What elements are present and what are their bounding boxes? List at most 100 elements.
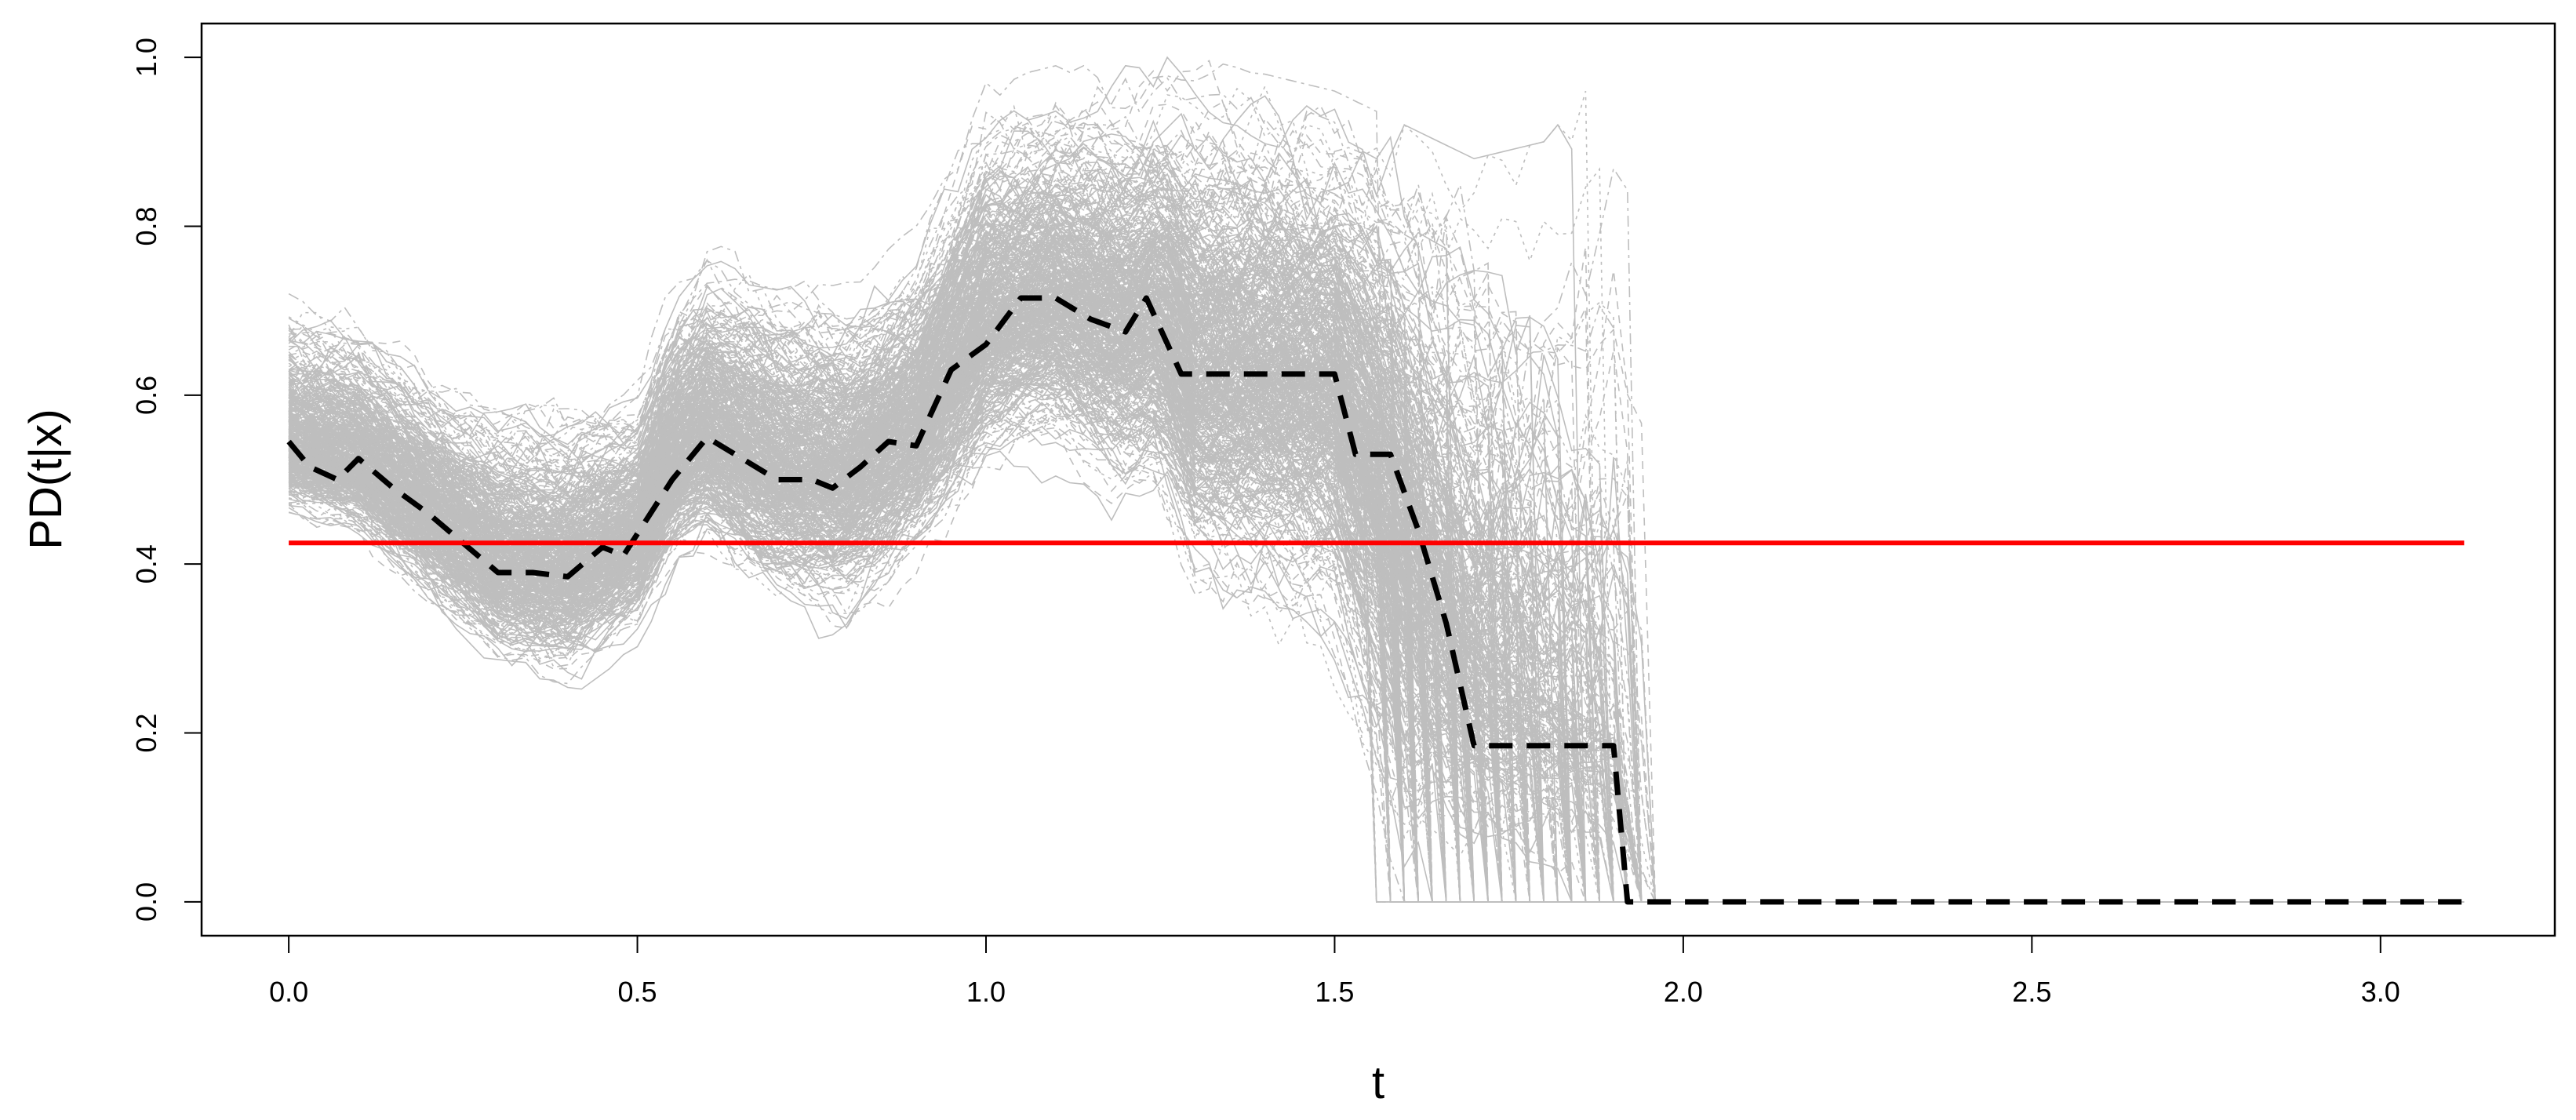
simulated-curve — [288, 342, 2465, 903]
simulated-curve — [288, 303, 2465, 903]
simulated-curve — [289, 122, 2465, 903]
simulated-curve — [288, 388, 2465, 903]
simulated-curve — [288, 228, 2465, 903]
simulated-curve — [288, 143, 2465, 903]
simulated-curve — [288, 404, 2465, 903]
simulated-curve — [288, 227, 2465, 903]
simulated-curve — [288, 60, 2465, 903]
simulated-curve — [288, 87, 2465, 903]
simulated-curve — [288, 188, 2465, 903]
simulated-curve — [288, 337, 2465, 903]
simulated-curve — [288, 294, 2465, 903]
simulated-curve — [288, 226, 2465, 903]
simulated-curve — [289, 337, 2465, 903]
simulated-curve — [288, 339, 2465, 903]
simulated-curve — [288, 100, 2465, 903]
simulated-curve — [288, 100, 2465, 903]
simulated-curve — [288, 169, 2465, 903]
y-tick-label: 0.4 — [130, 544, 162, 584]
y-tick-label: 0.2 — [130, 714, 162, 753]
simulated-curve — [288, 381, 2465, 903]
simulated-curve — [289, 216, 2465, 903]
x-axis-title: t — [1372, 1057, 1384, 1108]
x-tick-label: 1.5 — [1315, 976, 1354, 1008]
simulated-curve — [288, 318, 2465, 903]
x-tick-label: 2.5 — [2012, 976, 2051, 1008]
x-axis: 0.0 0.5 1.0 1.5 2.0 2.5 3.0 — [269, 935, 2400, 1008]
simulated-curve — [288, 267, 2465, 903]
simulated-curve — [288, 224, 2465, 903]
simulated-curve — [288, 368, 2465, 903]
simulated-curve — [289, 157, 2465, 903]
simulated-curve — [288, 278, 2465, 903]
simulated-curve — [288, 63, 2465, 903]
simulated-curve — [288, 278, 2465, 903]
x-tick-label: 3.0 — [2361, 976, 2400, 1008]
x-tick-label: 0.5 — [618, 976, 657, 1008]
x-tick-label: 2.0 — [1664, 976, 1703, 1008]
simulated-curve — [288, 356, 2465, 903]
simulated-curve — [288, 379, 2465, 903]
simulated-curve — [288, 323, 2465, 903]
simulated-curve — [288, 450, 2465, 903]
simulated-curve — [288, 285, 2465, 903]
mean-curve-dashed — [286, 295, 2465, 905]
simulated-curve — [288, 240, 2465, 903]
simulated-curve — [289, 279, 2465, 903]
simulated-curve — [288, 242, 2465, 903]
simulated-curve — [288, 373, 2465, 903]
simulated-curve — [288, 244, 2465, 903]
simulated-curve — [289, 110, 2465, 903]
simulated-curve — [288, 315, 2465, 903]
y-tick-label: 0.8 — [130, 206, 162, 245]
simulated-curve — [288, 234, 2465, 903]
y-tick-label: 0.6 — [130, 376, 162, 415]
x-tick-label: 0.0 — [269, 976, 308, 1008]
y-axis-title: PD(t|x) — [20, 409, 71, 549]
simulated-curve — [288, 214, 2465, 903]
simulated-curve — [289, 314, 2465, 903]
simulated-curve — [288, 265, 2465, 903]
y-tick-label: 1.0 — [130, 38, 162, 77]
y-tick-label: 0.0 — [130, 882, 162, 922]
simulated-curve — [289, 267, 2465, 903]
simulated-curve — [288, 149, 2465, 903]
simulated-curve — [288, 56, 2465, 903]
series-lines — [286, 295, 2465, 905]
simulated-curve — [288, 358, 2465, 903]
simulated-curve — [288, 329, 2465, 903]
simulated-curve — [288, 215, 2465, 903]
simulated-curve — [288, 237, 2465, 903]
simulated-curve — [288, 114, 2465, 903]
simulated-curve — [288, 160, 2465, 903]
simulated-curve — [288, 354, 2465, 903]
simulated-curve — [288, 139, 2465, 903]
simulated-curve — [288, 365, 2465, 903]
simulated-curve — [288, 381, 2465, 903]
simulated-curve — [288, 273, 2465, 903]
simulated-curve — [288, 120, 2465, 903]
simulated-curve — [288, 371, 2465, 903]
simulated-curve — [288, 223, 2465, 903]
simulated-curve — [288, 239, 2465, 903]
simulated-curve — [288, 256, 2465, 903]
simulated-curve — [289, 161, 2465, 903]
simulated-curve — [288, 293, 2465, 903]
simulated-curve — [288, 318, 2465, 903]
simulated-curve — [288, 366, 2465, 903]
simulated-curve — [289, 284, 2465, 903]
simulated-curve — [288, 187, 2465, 903]
simulated-curve — [289, 175, 2465, 903]
simulated-curve — [288, 205, 2465, 903]
simulated-curve — [288, 320, 2465, 903]
simulated-curve — [288, 373, 2465, 903]
simulated-curve — [288, 173, 2465, 903]
simulated-curve — [288, 196, 2465, 903]
simulated-curve — [288, 138, 2465, 903]
simulated-curve — [288, 362, 2465, 903]
simulated-curve — [288, 217, 2465, 903]
simulated-curves — [288, 56, 2465, 903]
simulated-curve — [288, 165, 2465, 903]
simulated-curve — [288, 228, 2465, 903]
